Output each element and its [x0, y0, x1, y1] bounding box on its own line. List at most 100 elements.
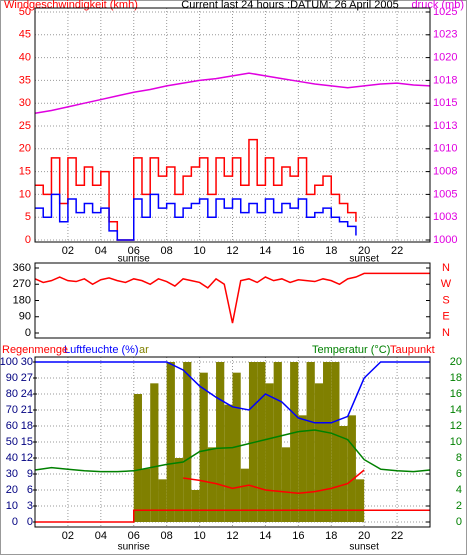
series-line	[34, 272, 430, 324]
y-tick-label: 1025	[433, 6, 457, 18]
x-tick-label: 20	[358, 530, 370, 542]
y-tick-label: 10	[450, 436, 462, 448]
series-line	[35, 193, 357, 241]
x-tick-label: 04	[95, 245, 107, 257]
y-tick-label: S	[442, 294, 449, 306]
y-tick-label: 90	[19, 311, 31, 323]
x-tick-label: 02	[62, 530, 74, 542]
y-tick-label: 0	[27, 516, 33, 528]
legend-entry: Regenmenge	[2, 344, 68, 356]
solar-bar	[207, 447, 217, 522]
y-tick-label: W	[441, 278, 452, 290]
y-tick-label: N	[442, 327, 450, 339]
y-tick-label: 270	[13, 278, 31, 290]
y-tick-label: 40	[19, 52, 31, 64]
legend-entry: druck (mb)	[411, 0, 464, 11]
solar-bar	[331, 362, 340, 522]
y-tick-label: 1018	[433, 74, 457, 86]
y-tick-label: 1010	[433, 143, 457, 155]
solar-bar	[224, 404, 233, 522]
y-tick-label: 20	[450, 356, 462, 368]
y-tick-label: 45	[19, 29, 31, 41]
y-tick-label: 14	[450, 404, 462, 416]
annotation: sunrise	[118, 542, 151, 553]
y-tick-label: 0	[12, 516, 18, 528]
plot-frame	[34, 262, 431, 339]
x-tick-label: 06	[128, 245, 140, 257]
y-tick-label: 6	[456, 468, 462, 480]
x-tick-label: 18	[325, 245, 337, 257]
solar-bar	[290, 362, 299, 522]
solar-bar	[306, 362, 315, 522]
x-tick-label: 16	[292, 530, 304, 542]
y-tick-label: N	[442, 262, 450, 274]
solar-bar	[281, 447, 291, 522]
y-tick-label: 1008	[433, 166, 457, 178]
y-tick-label: 50	[19, 6, 31, 18]
y-tick-label: 100	[0, 356, 18, 368]
plot-area	[34, 262, 431, 339]
y-tick-label: 180	[13, 294, 31, 306]
y-tick-label: 0	[25, 234, 31, 246]
y-tick-label: 12	[450, 420, 462, 432]
series-line	[34, 72, 431, 114]
solar-bar	[240, 468, 249, 522]
annotation: sunset	[349, 254, 379, 265]
solar-bar	[355, 479, 365, 522]
solar-bar	[298, 415, 307, 522]
x-tick-label: 10	[193, 245, 205, 257]
solar-bar	[216, 362, 225, 522]
y-tick-label: 10	[6, 500, 18, 512]
chart-title: Current last 24 hours :DATUM: 26 April 2…	[181, 0, 398, 11]
x-tick-label: 02	[62, 245, 74, 257]
y-tick-label: 5	[25, 211, 31, 223]
solar-bar	[273, 362, 282, 522]
annotation: sunset	[349, 542, 379, 553]
x-tick-label: 22	[391, 245, 403, 257]
x-tick-label: 10	[193, 530, 205, 542]
solar-bar	[183, 362, 192, 522]
x-tick-label: 14	[259, 245, 271, 257]
y-tick-label: 24	[21, 388, 33, 400]
x-tick-label: 18	[325, 530, 337, 542]
y-tick-label: 20	[6, 484, 18, 496]
legend-entry: Windgeschwindigkeit (kmh)	[4, 0, 138, 11]
x-tick-label: 08	[161, 245, 173, 257]
y-tick-label: 1003	[433, 211, 457, 223]
plot-frame	[34, 7, 431, 243]
y-tick-label: 16	[450, 388, 462, 400]
solar-bar	[347, 415, 356, 522]
y-tick-label: 1013	[433, 120, 457, 132]
y-tick-label: 8	[456, 452, 462, 464]
y-tick-label: 18	[450, 372, 462, 384]
solar-bar	[166, 362, 175, 522]
solar-bar	[257, 362, 266, 522]
solar-bar	[191, 490, 200, 522]
y-tick-label: 0	[25, 327, 31, 339]
plot-frame	[34, 356, 431, 528]
y-tick-label: 12	[21, 452, 33, 464]
y-tick-label: 0	[456, 516, 462, 528]
y-tick-label: 1005	[433, 188, 457, 200]
x-tick-label: 14	[259, 530, 271, 542]
y-tick-label: 1023	[433, 29, 457, 41]
x-tick-label: 16	[292, 245, 304, 257]
solar-bar	[323, 362, 332, 522]
solar-bar	[265, 383, 274, 522]
series-line	[183, 469, 365, 494]
annotation: sunrise	[118, 254, 151, 265]
y-tick-label: 90	[6, 372, 18, 384]
y-tick-label: 21	[21, 404, 33, 416]
legend-entry: Luftfeuchte (%)	[64, 344, 139, 356]
y-tick-label: 6	[27, 484, 33, 496]
y-tick-label: 20	[19, 143, 31, 155]
y-tick-label: 30	[19, 97, 31, 109]
x-tick-label: 04	[95, 530, 107, 542]
solar-bar	[174, 458, 184, 522]
y-tick-label: 4	[456, 484, 462, 496]
y-tick-label: 27	[21, 372, 33, 384]
solar-bar	[314, 383, 324, 522]
solar-bar	[133, 394, 142, 522]
y-tick-label: 35	[19, 74, 31, 86]
